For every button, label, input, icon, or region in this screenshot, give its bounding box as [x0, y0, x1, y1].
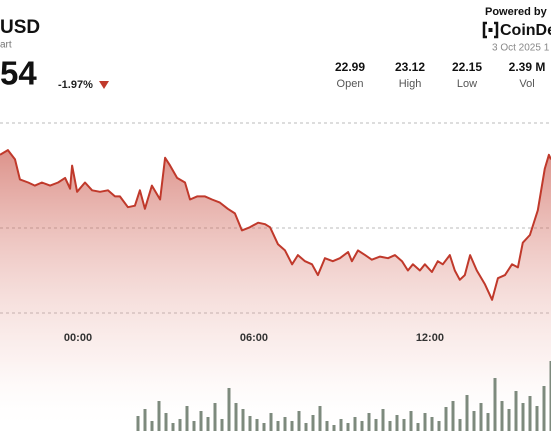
- volume-bar: [234, 403, 238, 431]
- volume-bar: [458, 419, 462, 431]
- volume-bar: [451, 401, 455, 431]
- pair: USD: [0, 17, 40, 38]
- date: 3 Oct 2025 1: [492, 43, 550, 54]
- volume-bar: [325, 421, 329, 431]
- change: -1.97%: [58, 79, 93, 91]
- brand-logo: [482, 21, 499, 39]
- volume-bar: [430, 417, 434, 431]
- down-arrow: [99, 81, 109, 89]
- volume-bar: [465, 395, 469, 431]
- volume-bar: [220, 419, 224, 431]
- volume-bar: [500, 401, 504, 431]
- volume-bar: [150, 421, 154, 431]
- volume-bar: [507, 409, 511, 431]
- stat-label: Vol: [519, 78, 534, 90]
- area: [0, 150, 551, 431]
- volume-bar: [416, 423, 420, 431]
- volume-bar: [318, 406, 322, 431]
- volume-bar: [248, 416, 252, 431]
- volume-bar: [164, 413, 168, 431]
- volume-bar: [542, 386, 546, 431]
- stat-label: Low: [457, 78, 477, 90]
- volume-bar: [199, 411, 203, 431]
- volume-bar: [367, 413, 371, 431]
- volume-bar: [136, 416, 140, 431]
- stat-value: 22.15: [452, 60, 482, 74]
- volume-bar: [514, 391, 518, 431]
- volume-bar: [521, 403, 525, 431]
- volume-bar: [353, 417, 357, 431]
- volume-bar: [360, 421, 364, 431]
- volume-bar: [409, 411, 413, 431]
- volume-bar: [206, 417, 210, 431]
- volume-bar: [269, 413, 273, 431]
- volume-bar: [290, 421, 294, 431]
- volume-bar: [388, 421, 392, 431]
- volume-bar: [255, 419, 259, 431]
- volume-bar: [262, 423, 266, 431]
- volume-bar: [493, 378, 497, 431]
- volume-bar: [304, 423, 308, 431]
- volume-bar: [241, 409, 245, 431]
- volume-bar: [332, 425, 336, 431]
- powered-by: Powered by: [485, 6, 548, 18]
- stat-label: High: [399, 78, 422, 90]
- price-line: [0, 149, 551, 301]
- stat-value: 22.99: [335, 60, 365, 74]
- stat-label: Open: [337, 78, 364, 90]
- volume-bar: [528, 396, 532, 431]
- volume-bar: [486, 413, 490, 431]
- volume-bar: [276, 421, 280, 431]
- volume-bar: [143, 409, 147, 431]
- x-tick-label: 12:00: [416, 332, 444, 344]
- volume-bar: [171, 423, 175, 431]
- volume-bar: [472, 411, 476, 431]
- stat-value: 23.12: [395, 60, 425, 74]
- volume-bar: [192, 421, 196, 431]
- brand: CoinDe: [500, 22, 551, 39]
- stat-value: 2.39 M: [509, 60, 546, 74]
- volume-bar: [423, 413, 427, 431]
- volume-bar: [311, 415, 315, 431]
- volume-bar: [437, 421, 441, 431]
- volume-bar: [346, 423, 350, 431]
- volume-bar: [185, 406, 189, 431]
- volume-bar: [381, 409, 385, 431]
- subtitle: art: [0, 40, 12, 51]
- volume-bar: [479, 403, 483, 431]
- x-tick-label: 00:00: [64, 332, 92, 344]
- volume-bar: [227, 388, 231, 431]
- volume-bar: [339, 419, 343, 431]
- volume-bar: [283, 417, 287, 431]
- volume-bar: [535, 406, 539, 431]
- volume-bar: [213, 403, 217, 431]
- volume-bar: [444, 407, 448, 431]
- volume-bar: [157, 401, 161, 431]
- price: 54: [0, 55, 37, 92]
- volume-bar: [178, 419, 182, 431]
- volume-bar: [402, 419, 406, 431]
- volume-bar: [549, 361, 551, 431]
- volume-bar: [395, 415, 399, 431]
- volume-bar: [297, 411, 301, 431]
- x-tick-label: 06:00: [240, 332, 268, 344]
- volume-bar: [374, 419, 378, 431]
- stats: 22.99 Open 23.12 High 22.15 Low 2.39 M Vol: [335, 60, 545, 90]
